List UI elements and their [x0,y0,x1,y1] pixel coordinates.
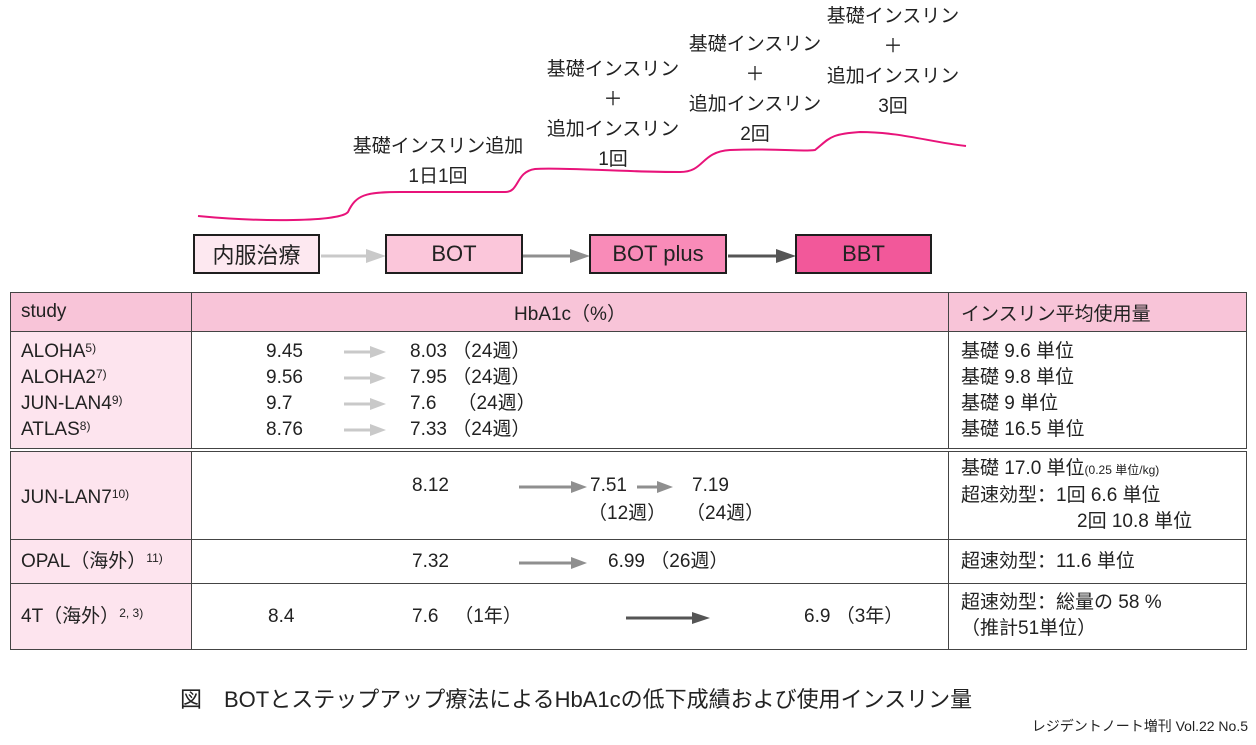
footer-credit: レジデントノート増刊 Vol.22 No.5 [1031,718,1248,734]
study-cell: ALOHA5) ALOHA27) JUN-LAN49) ATLAS8) [10,331,192,450]
change-arrow-light [344,424,386,436]
study-cell: 4T（海外）2, 3) [10,583,192,650]
step-label-3: 基礎インスリン ＋ 追加インスリン 2回 [672,30,838,150]
table-row-group1: ALOHA5) ALOHA27) JUN-LAN49) ATLAS8) 9.45… [10,331,1247,450]
arrow-group [344,346,386,436]
change-arrow-mid [519,480,587,493]
stage-bbt: BBT [795,234,932,274]
insulin-dose: 超速効型：1回 6.6 単位 [961,484,1161,506]
results-table: study HbA1c（%） インスリン平均使用量 ALOHA5) ALOHA2… [10,292,1247,650]
hba1c-baseline: 8.4 [268,606,295,627]
step-label-1: 基礎インスリン追加 1日1回 [338,132,538,192]
insulin-cell: 超速効型：11.6 単位 [948,539,1247,584]
study-name: OPAL（海外）11) [21,551,163,572]
hba1c-before: 9.56 [266,367,303,388]
study-name: 4T（海外）2, 3) [21,606,144,627]
flow-arrow-1 [321,249,386,263]
insulin-dose: 基礎 9.6 単位 [961,341,1074,362]
step-line: ＋ [883,36,903,57]
header-study: study [10,292,192,332]
hba1c-after: 7.6 （24週） [410,393,536,414]
step-line: 基礎インスリン [826,6,960,27]
hba1c-after: 6.99 （26週） [608,551,729,572]
study-name: ALOHA5) [21,341,97,362]
step-line: 3回 [878,96,908,117]
period-24w: （24週） [686,502,765,524]
insulin-cell: 基礎 17.0 単位(0.25 単位/kg) 超速効型：1回 6.6 単位 2回… [948,447,1247,540]
header-insulin: インスリン平均使用量 [948,292,1247,332]
hba1c-24w: 7.19 [692,474,729,496]
step-line: ＋ [603,89,623,110]
header-hba1c: HbA1c（%） [191,292,949,332]
hba1c-before: 8.76 [266,419,303,440]
insulin-dose: 基礎 17.0 単位(0.25 単位/kg) [961,457,1160,479]
arrow-single [626,612,710,624]
table-row-opal: OPAL（海外）11) 7.32 6.99 （26週） 超速効型：11.6 単位 [10,539,1247,584]
hba1c-after: 7.95 （24週） [410,367,531,388]
insulin-dose: 超速効型：11.6 単位 [961,551,1135,572]
change-arrow-light [344,346,386,358]
insulin-dose: 2回 10.8 単位 [1077,510,1193,532]
insulin-cell: 基礎 9.6 単位 基礎 9.8 単位 基礎 9 単位 基礎 16.5 単位 [948,331,1247,450]
table-row-4t: 4T（海外）2, 3) 8.4 7.6 （1年） 6.9 （3年） 超速効型：総… [10,583,1247,650]
hba1c-cell: 8.12 7.51 7.19 （12週） （24週） [191,447,949,540]
step-line: 追加インスリン [688,94,822,115]
change-arrow-dark [626,612,710,624]
step-label-4: 基礎インスリン ＋ 追加インスリン 3回 [810,2,976,122]
hba1c-before: 9.7 [266,393,293,414]
hba1c-after: 8.03 （24週） [410,341,531,362]
period-12w: （12週） [588,502,667,524]
table-row-junlan7: JUN-LAN710) 8.12 7.51 7.19 （12週） （24週） 基… [10,447,1247,540]
step-line: 追加インスリン [826,66,960,87]
insulin-dose: 基礎 9.8 単位 [961,367,1074,388]
change-arrow-mid [637,480,673,493]
step-line: 2回 [740,124,770,145]
change-arrow-light [344,372,386,384]
hba1c-after: 7.33 （24週） [410,419,531,440]
stepup-curve [197,130,967,222]
step-line: 追加インスリン [546,119,680,140]
flow-arrow-2 [523,249,590,263]
hba1c-1y: 7.6 （1年） [412,606,522,627]
hba1c-3y: 6.9 （3年） [804,606,904,627]
study-cell: OPAL（海外）11) [10,539,192,584]
stage-oral-therapy: 内服治療 [193,234,320,274]
step-line: 1回 [598,149,628,170]
study-name: ALOHA27) [21,367,107,388]
change-arrow-light [344,398,386,410]
insulin-dose: 基礎 16.5 単位 [961,419,1085,440]
study-name: JUN-LAN49) [21,393,123,414]
change-arrow-mid [519,557,587,569]
study-name: ATLAS8) [21,419,91,440]
arrow-single [519,557,587,569]
stage-bot: BOT [385,234,523,274]
hba1c-before: 7.32 [412,551,449,572]
insulin-dose: 基礎 9 単位 [961,393,1059,414]
step-line: 基礎インスリン [546,59,680,80]
stepup-curve-diagram [197,130,967,263]
hba1c-baseline: 8.12 [412,474,449,496]
step-line: 1日1回 [408,166,468,187]
hba1c-before: 9.45 [266,341,303,362]
figure-caption: 図 BOTとステップアップ療法によるHbA1cの低下成績および使用インスリン量 [180,687,973,712]
hba1c-cell: 7.32 6.99 （26週） [191,539,949,584]
hba1c-12w: 7.51 [590,474,627,496]
insulin-dose: 超速効型：総量の 58 % [961,592,1162,613]
study-cell: JUN-LAN710) [10,447,192,540]
step-label-2: 基礎インスリン ＋ 追加インスリン 1回 [530,55,696,175]
study-name: JUN-LAN710) [21,486,130,508]
insulin-cell: 超速効型：総量の 58 % （推計51単位） [948,583,1247,650]
hba1c-cell: 9.45 9.56 9.7 8.76 8.03 （24週） 7.95 （24週）… [191,331,949,450]
step-line: 基礎インスリン [688,34,822,55]
step-line: ＋ [745,64,765,85]
step-line: 基礎インスリン追加 [352,136,524,157]
hba1c-cell: 8.4 7.6 （1年） 6.9 （3年） [191,583,949,650]
stage-bot-plus: BOT plus [589,234,727,274]
insulin-dose: （推計51単位） [961,618,1097,639]
flow-arrow-3 [728,249,796,263]
arrow-pair [519,480,673,493]
table-header-row: study HbA1c（%） インスリン平均使用量 [10,292,1247,332]
